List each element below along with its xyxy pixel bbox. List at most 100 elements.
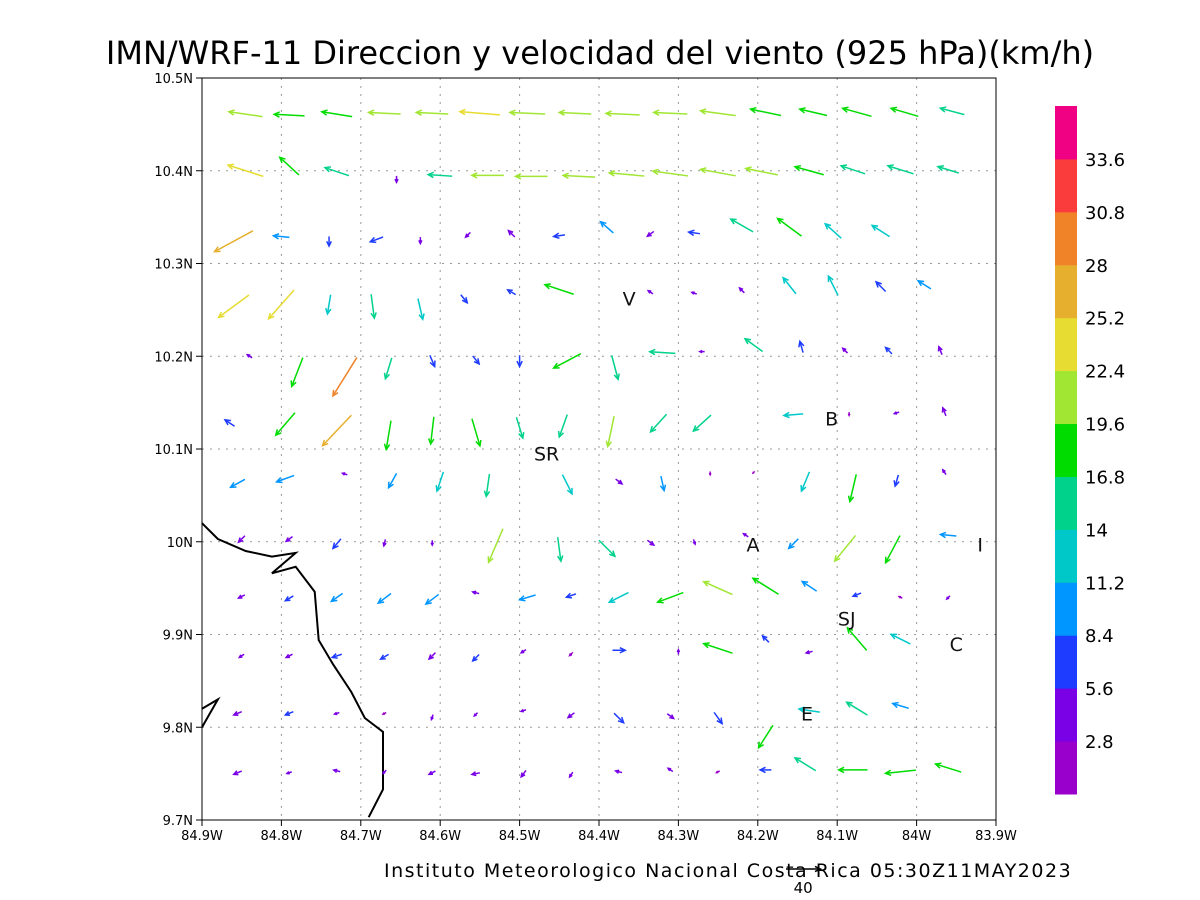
wind-vector: [383, 357, 393, 381]
wind-vector: [708, 471, 712, 477]
wind-vector: [427, 770, 436, 776]
wind-vector: [290, 357, 304, 389]
wind-vector: [519, 708, 527, 713]
wind-vector: [847, 474, 858, 504]
coastline-segment: [201, 522, 384, 818]
colorbar-swatch: [1055, 529, 1077, 583]
y-tick-label: 9.9N: [163, 629, 193, 644]
x-tick-label: 84.2W: [737, 829, 779, 844]
wind-vector: [607, 591, 629, 603]
wind-vector: [804, 650, 813, 655]
wind-vector: [237, 653, 245, 659]
wind-vector: [382, 539, 387, 548]
wind-vector: [381, 769, 387, 775]
wind-vector: [507, 229, 516, 238]
wind-vector: [556, 537, 564, 563]
wind-vector: [487, 528, 504, 564]
wind-vector: [656, 591, 684, 604]
colorbar-swatch: [1055, 476, 1077, 530]
wind-vector: [615, 478, 624, 485]
wind-vector: [267, 289, 295, 320]
wind-vector: [272, 111, 305, 118]
reference-vector: 40: [786, 865, 823, 897]
wind-vector: [472, 355, 481, 366]
station-labels: V SR B A I SJ C E: [534, 289, 983, 726]
wind-vector: [430, 714, 434, 722]
wind-vector: [884, 535, 901, 565]
wind-vector: [702, 580, 733, 596]
colorbar-label: 25.2: [1085, 309, 1125, 330]
wind-vector: [793, 164, 825, 176]
wind-vector: [278, 156, 300, 176]
wind-vector: [429, 354, 436, 369]
plot-frame: [201, 77, 997, 821]
wind-vector: [823, 222, 842, 239]
wind-vector: [283, 710, 294, 717]
wind-vector: [237, 535, 246, 544]
station-label: I: [977, 535, 983, 557]
wind-vector: [646, 230, 655, 238]
wind-vector: [552, 353, 582, 369]
wind-vector: [284, 653, 293, 659]
wind-vector: [936, 164, 959, 174]
wind-vector: [381, 711, 387, 715]
wind-vector: [676, 647, 681, 655]
colorbar-label: 11.2: [1085, 573, 1125, 594]
wind-vector: [744, 166, 778, 176]
colorbar-swatch: [1055, 211, 1077, 266]
wind-vector: [557, 109, 592, 116]
wind-vector: [702, 642, 733, 654]
wind-vector: [889, 633, 911, 645]
colorbar-label: 14: [1085, 520, 1108, 541]
wind-vector: [891, 701, 909, 710]
colorbar-label: 19.6: [1085, 415, 1125, 436]
y-tick-label: 10.4N: [154, 165, 193, 180]
wind-vector: [325, 294, 332, 316]
wind-vector: [330, 653, 343, 659]
wind-vector: [743, 337, 764, 353]
wind-vector: [945, 595, 951, 601]
colorbar-label: 22.4: [1085, 362, 1125, 383]
colorbar-swatch: [1055, 106, 1077, 160]
wind-vector: [435, 471, 445, 493]
y-axis-ticks: 9.7N 9.8N 9.9N 10N 10.1N 10.2N 10.3N 10.4N 10.5N: [154, 72, 202, 829]
wind-vector: [748, 106, 782, 117]
wind-vector: [326, 236, 333, 248]
colorbar-label: 33.6: [1085, 150, 1125, 171]
wind-vector: [604, 110, 640, 117]
wind-vector: [458, 108, 500, 116]
wind-vector: [332, 711, 340, 716]
x-tick-label: 83.9W: [975, 829, 1017, 844]
colorbar-swatch: [1055, 370, 1077, 425]
wind-vector: [274, 412, 296, 437]
colorbar: 2.8 5.6 8.4 11.2 14 16.8 19.6 22.4 25.2 28 30.8 33.…: [1055, 106, 1125, 795]
wind-vector: [274, 474, 295, 484]
wind-vector: [332, 768, 341, 773]
wind-vector: [561, 474, 573, 496]
colorbar-label: 8.4: [1085, 626, 1114, 647]
wind-vector: [713, 711, 724, 725]
wind-vector: [283, 595, 294, 602]
reference-label: 40: [794, 879, 813, 897]
y-tick-label: 9.8N: [163, 721, 193, 736]
wind-vector: [232, 770, 243, 776]
x-tick-label: 84.1W: [816, 829, 858, 844]
wind-vector: [916, 279, 932, 290]
wind-vector: [666, 767, 674, 773]
map-title: IMN/WRF-11 Direccion y velocidad del vie…: [106, 34, 1094, 72]
wind-vector: [892, 411, 900, 415]
colorbar-swatch: [1055, 158, 1077, 213]
wind-vector: [430, 540, 435, 547]
wind-vector: [543, 283, 574, 295]
wind-vector: [686, 229, 700, 237]
wind-vector: [941, 468, 947, 476]
wind-vector: [223, 418, 236, 427]
wind-vector: [424, 593, 440, 606]
wind-vector: [470, 771, 481, 777]
wind-vector: [847, 412, 851, 418]
wind-vector: [897, 595, 903, 599]
wind-vector: [798, 339, 805, 353]
x-tick-label: 84.8W: [260, 829, 302, 844]
wind-vector: [513, 173, 548, 180]
reference-arrow: [786, 865, 823, 873]
